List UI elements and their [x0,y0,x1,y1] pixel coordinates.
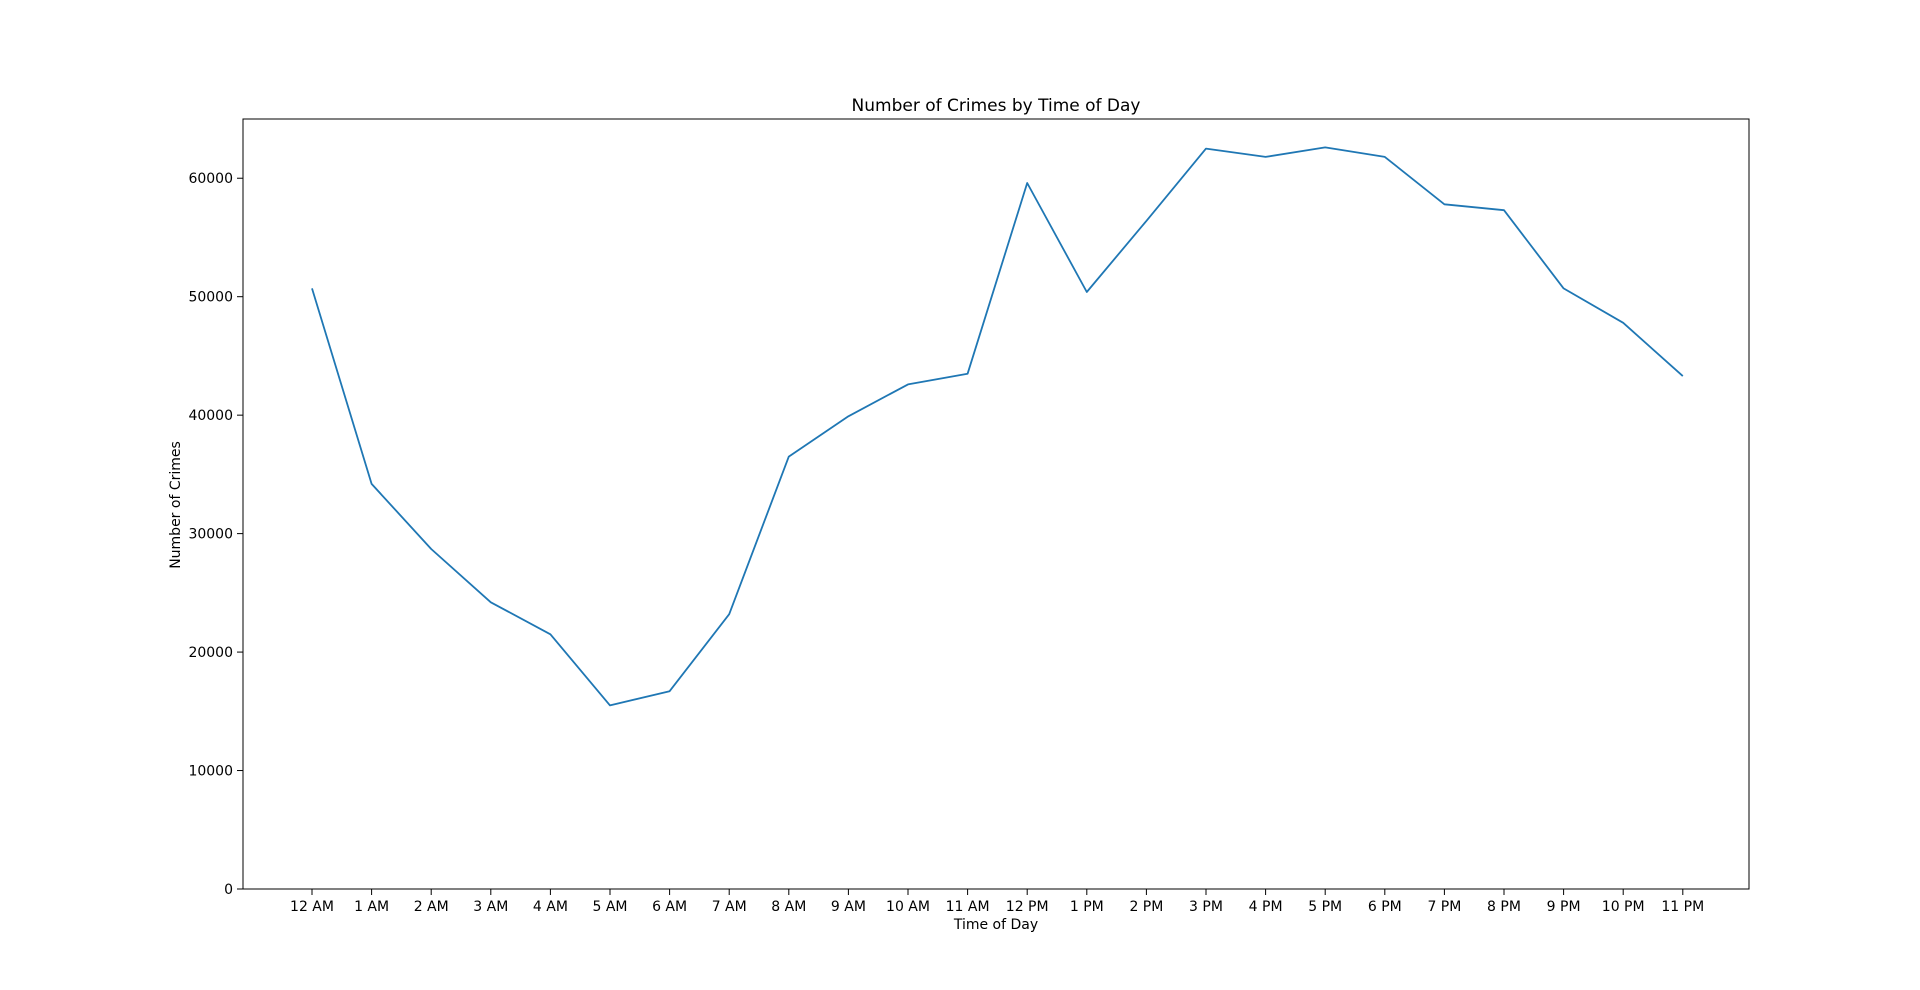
x-tick-label: 1 PM [1070,899,1104,915]
x-tick-label: 2 PM [1129,899,1163,915]
plot-area: 0 10000 20000 30000 40000 50000 60000 12 AM 1 AM… [188,118,1750,915]
x-tick-label: 7 PM [1427,899,1461,915]
x-tick-label: 11 AM [946,899,990,915]
y-tick-label: 40000 [188,408,233,424]
plot-frame [242,118,1750,890]
x-tick-label: 6 AM [652,899,687,915]
y-tick-label: 20000 [188,645,233,661]
x-tick-label: 10 AM [886,899,930,915]
x-tick-label: 5 AM [592,899,627,915]
chart-title: Number of Crimes by Time of Day [852,96,1141,116]
x-tick-label: 12 PM [1006,899,1049,915]
x-tick-label: 9 AM [831,899,866,915]
series-line [311,146,1684,707]
x-axis-title: Time of Day [953,917,1038,933]
y-tick-label: 0 [224,882,233,898]
x-tick-label: 1 AM [354,899,389,915]
x-tick-label: 2 AM [414,899,449,915]
x-tick-label: 4 AM [533,899,568,915]
y-tick-label: 50000 [188,290,233,306]
y-tick-label: 30000 [188,527,233,543]
y-tick-label: 60000 [188,171,233,187]
x-tick-label: 8 AM [771,899,806,915]
x-tick-label: 6 PM [1368,899,1402,915]
x-tick-label: 3 PM [1189,899,1223,915]
x-tick-label: 3 AM [473,899,508,915]
x-tick-label: 8 PM [1487,899,1521,915]
x-tick-label: 11 PM [1661,899,1704,915]
y-tick-label: 10000 [188,764,233,780]
x-tick-label: 5 PM [1308,899,1342,915]
x-tick-label: 7 AM [712,899,747,915]
x-tick-label: 10 PM [1602,899,1645,915]
x-tick-label: 4 PM [1249,899,1283,915]
x-tick-label: 9 PM [1547,899,1581,915]
x-tick-label: 12 AM [290,899,334,915]
y-axis-title: Number of Crimes [168,441,184,569]
